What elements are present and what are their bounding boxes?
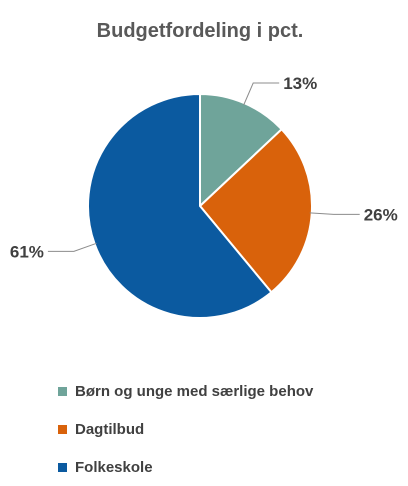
- pie-slices: [87, 92, 313, 319]
- legend-label: Folkeskole: [75, 458, 153, 476]
- leader-lines: [47, 82, 360, 252]
- data-label: 26%: [364, 205, 398, 224]
- data-labels: 13% 26% 61%: [10, 74, 398, 261]
- leader-line: [309, 212, 360, 215]
- legend-item: Folkeskole: [58, 448, 313, 486]
- legend-label: Dagtilbud: [75, 420, 145, 438]
- legend-swatch: [58, 424, 67, 434]
- leader-line: [47, 242, 97, 252]
- legend-item: Dagtilbud: [58, 410, 313, 448]
- legend-item: Børn og unge med særlige behov: [58, 372, 313, 410]
- data-label: 13%: [283, 74, 317, 93]
- leader-line: [243, 82, 280, 106]
- chart-title: Budgetfordeling i pct.: [97, 20, 304, 42]
- legend-label: Børn og unge med særlige behov: [75, 382, 314, 400]
- legend: Børn og unge med særlige behov Dagtilbud…: [58, 372, 313, 486]
- legend-swatch: [58, 462, 67, 472]
- data-label: 61%: [10, 242, 44, 261]
- legend-swatch: [58, 386, 67, 396]
- pie-chart: Budgetfordeling i pct. 13% 26% 61% Børn og…: [10, 20, 398, 476]
- pie-chart-canvas: Budgetfordeling i pct. 13% 26% 61%: [10, 20, 398, 319]
